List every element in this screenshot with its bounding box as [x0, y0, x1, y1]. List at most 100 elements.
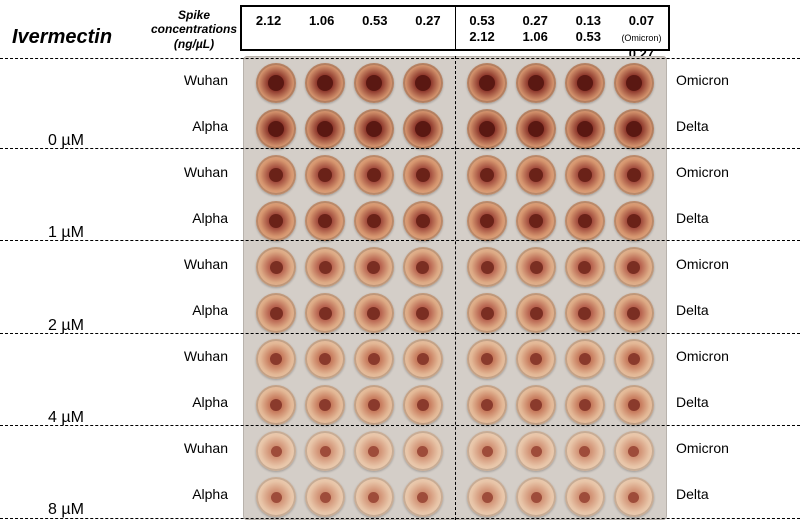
variant-label-right: Delta [676, 210, 709, 226]
plate-half-right [455, 247, 666, 289]
well-center [415, 121, 431, 137]
well-center [579, 399, 591, 411]
well-center [482, 492, 493, 503]
well-center [627, 307, 640, 320]
well-center [320, 492, 331, 503]
variant-label-right: Omicron [676, 440, 729, 456]
well [516, 293, 556, 333]
well [467, 109, 507, 149]
well [354, 201, 394, 241]
well-center [529, 168, 543, 182]
header-cell-left: 2.12 [242, 7, 295, 49]
header-right-half: 0.532.120.271.060.130.530.07 (Omicron) 0.… [455, 7, 669, 49]
spike-concentration-header: Spikeconcentrations(ng/µL) [150, 8, 238, 51]
well-center [368, 399, 380, 411]
well-center [479, 121, 495, 137]
variant-label-left: Alpha [168, 302, 228, 318]
well [403, 63, 443, 103]
figure-container: Ivermectin Spikeconcentrations(ng/µL) 2.… [0, 0, 800, 526]
header-cell-right: 0.532.12 [456, 7, 509, 49]
well [305, 293, 345, 333]
well [516, 431, 556, 471]
variant-label-left: Alpha [168, 486, 228, 502]
header-cell-right: 0.271.06 [509, 7, 562, 49]
well [614, 155, 654, 195]
horizontal-divider [0, 58, 800, 59]
plate-half-right [455, 431, 666, 473]
well-center [367, 168, 381, 182]
variant-label-right: Omicron [676, 348, 729, 364]
header-value-top: 0.27 [511, 13, 560, 29]
well-center [417, 446, 428, 457]
well-center [481, 307, 494, 320]
header-value-top: 0.07 (Omicron) [617, 13, 666, 46]
well-center [416, 168, 430, 182]
well [354, 339, 394, 379]
well [305, 339, 345, 379]
well-center [368, 492, 379, 503]
well-center [269, 168, 283, 182]
well [305, 247, 345, 287]
well-center [626, 75, 642, 91]
well-center [319, 353, 331, 365]
concentration-label: 2 µM [48, 317, 84, 335]
well [403, 155, 443, 195]
well [403, 201, 443, 241]
variant-label-right: Omicron [676, 256, 729, 272]
well-center [318, 214, 332, 228]
well-center [579, 492, 590, 503]
plate-half-right [455, 477, 666, 519]
well-center [530, 307, 543, 320]
well [467, 201, 507, 241]
well [614, 385, 654, 425]
well-center [270, 307, 283, 320]
well-center [627, 168, 641, 182]
well [467, 247, 507, 287]
well-center [270, 353, 282, 365]
plate-half-left [244, 385, 455, 427]
variant-label-left: Wuhan [168, 72, 228, 88]
well-center [530, 261, 543, 274]
well-center [319, 399, 331, 411]
well-center [579, 446, 590, 457]
spike-header-line: Spike [150, 8, 238, 22]
well-center [479, 75, 495, 91]
well-center [628, 492, 639, 503]
well [305, 477, 345, 517]
well [256, 339, 296, 379]
variant-label-right: Delta [676, 302, 709, 318]
header-cell-right: 0.130.53 [562, 7, 615, 49]
well-center [627, 261, 640, 274]
well [467, 293, 507, 333]
spike-header-line: concentrations [150, 22, 238, 36]
well [614, 201, 654, 241]
well [614, 339, 654, 379]
well [565, 293, 605, 333]
well [565, 155, 605, 195]
well [467, 155, 507, 195]
plate-half-right [455, 109, 666, 151]
header-value-bottom: 2.12 [458, 29, 507, 45]
well-center [416, 261, 429, 274]
plate-half-right [455, 385, 666, 427]
well [256, 63, 296, 103]
variant-label-right: Delta [676, 118, 709, 134]
well [305, 385, 345, 425]
well [354, 155, 394, 195]
well [516, 109, 556, 149]
well [403, 339, 443, 379]
well [516, 63, 556, 103]
well [516, 247, 556, 287]
well-center [268, 121, 284, 137]
header-left-half: 2.121.060.530.27 [242, 7, 455, 49]
concentration-label: 0 µM [48, 132, 84, 150]
horizontal-divider [0, 240, 800, 241]
well-center [368, 446, 379, 457]
variant-label-left: Wuhan [168, 348, 228, 364]
well [614, 63, 654, 103]
well-center [269, 214, 283, 228]
plate-half-left [244, 201, 455, 243]
plate-half-left [244, 155, 455, 197]
well [403, 385, 443, 425]
well-center [531, 446, 542, 457]
